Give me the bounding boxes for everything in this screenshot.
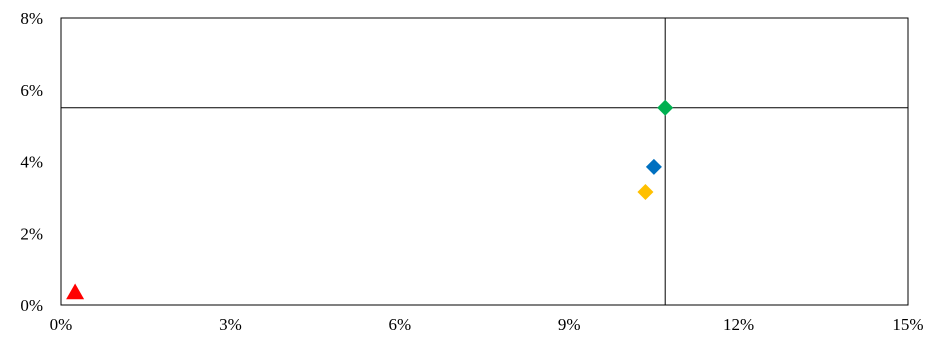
x-tick-label: 12% <box>723 315 754 334</box>
x-tick-label: 0% <box>50 315 73 334</box>
diamond-data-point <box>657 99 674 116</box>
x-tick-label: 3% <box>219 315 242 334</box>
x-tick-label: 15% <box>892 315 923 334</box>
y-tick-label: 0% <box>20 296 43 315</box>
diamond-data-point <box>645 158 662 175</box>
y-tick-label: 6% <box>20 81 43 100</box>
reference-lines <box>61 18 908 305</box>
x-tick-label: 6% <box>388 315 411 334</box>
y-axis-tick-labels: 0% 2% 4% 6% 8% <box>20 9 43 315</box>
plot-area <box>60 17 909 306</box>
x-axis-tick-labels: 0% 3% 6% 9% 12% 15% <box>50 315 924 334</box>
data-points <box>66 99 674 300</box>
y-tick-label: 8% <box>20 9 43 28</box>
y-tick-label: 4% <box>20 153 43 172</box>
x-tick-label: 9% <box>558 315 581 334</box>
y-tick-label: 2% <box>20 224 43 243</box>
triangle-data-point <box>66 283 85 300</box>
diamond-data-point <box>637 183 654 200</box>
